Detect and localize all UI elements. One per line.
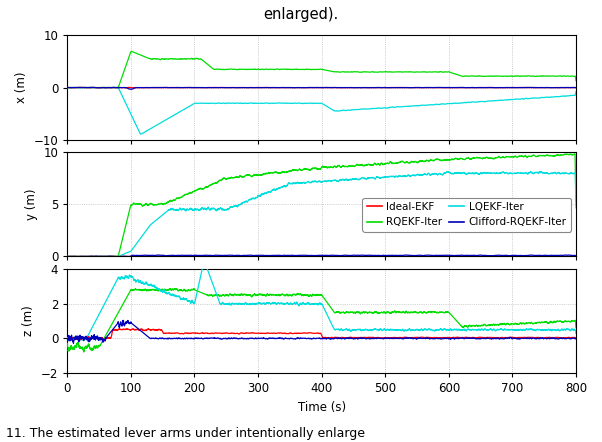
Text: enlarged).: enlarged). bbox=[264, 7, 338, 22]
Y-axis label: x (m): x (m) bbox=[15, 72, 28, 103]
Legend: Ideal-EKF, RQEKF-Iter, LQEKF-Iter, Clifford-RQEKF-Iter: Ideal-EKF, RQEKF-Iter, LQEKF-Iter, Cliff… bbox=[362, 198, 571, 232]
X-axis label: Time (s): Time (s) bbox=[297, 401, 346, 414]
Y-axis label: y (m): y (m) bbox=[25, 189, 38, 220]
Text: 11. The estimated lever arms under intentionally enlarge: 11. The estimated lever arms under inten… bbox=[6, 427, 365, 440]
Y-axis label: z (m): z (m) bbox=[22, 306, 36, 336]
